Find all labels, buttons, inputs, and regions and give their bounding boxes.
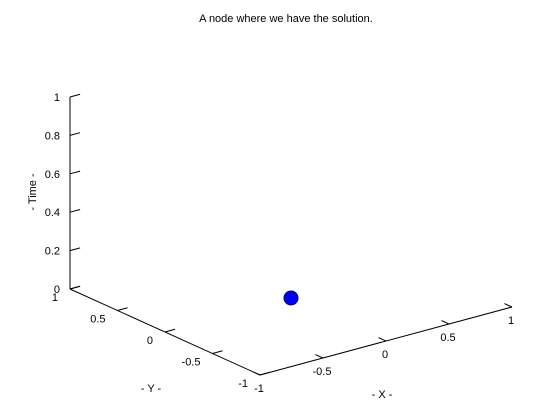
y-tick-mark [259,371,271,376]
y-tick-mark [117,307,128,311]
z-axis-label: - Time - [27,173,39,211]
chart-points [283,290,299,306]
x-tick-mark [252,371,261,376]
z-tick-mark [69,285,81,290]
x-tick-label: 0 [382,349,388,361]
z-tick-label: 0.2 [45,246,60,258]
z-tick-mark [69,208,81,213]
z-tick-mark [69,170,81,175]
z-tick-mark [69,132,81,136]
chart-title: A node where we have the solution. [199,13,373,25]
y-tick-label: 0 [147,335,153,347]
y-tick-label: -0.5 [182,357,201,369]
y-tick-label: -1 [238,378,248,390]
z-tick-label: 0.8 [45,130,60,142]
y-tick-label: 1 [52,292,58,304]
x-tick-label: 1 [508,315,514,327]
z-tick-label: 0.4 [45,207,60,219]
z-tick-mark [69,247,81,252]
x-axis-label: - X - [372,389,393,401]
x-tick-mark [441,320,450,325]
x-tick-mark [504,303,513,308]
y-tick-mark [212,350,223,354]
z-tick-mark [69,93,81,98]
x-tick-label: 0.5 [440,332,455,344]
y-tick-mark [164,328,176,333]
x-tick-label: -1 [254,383,264,395]
y-axis-label: - Y - [141,383,162,395]
x-tick-mark [378,337,387,342]
z-tick-label: 0.6 [45,169,60,181]
x-tick-mark [315,354,324,359]
x-tick-label: -0.5 [313,366,332,378]
solution-node-point [283,290,299,306]
z-tick-label: 0 [54,284,60,296]
z-tick-label: 1 [54,92,60,104]
y-tick-label: 0.5 [90,314,105,326]
